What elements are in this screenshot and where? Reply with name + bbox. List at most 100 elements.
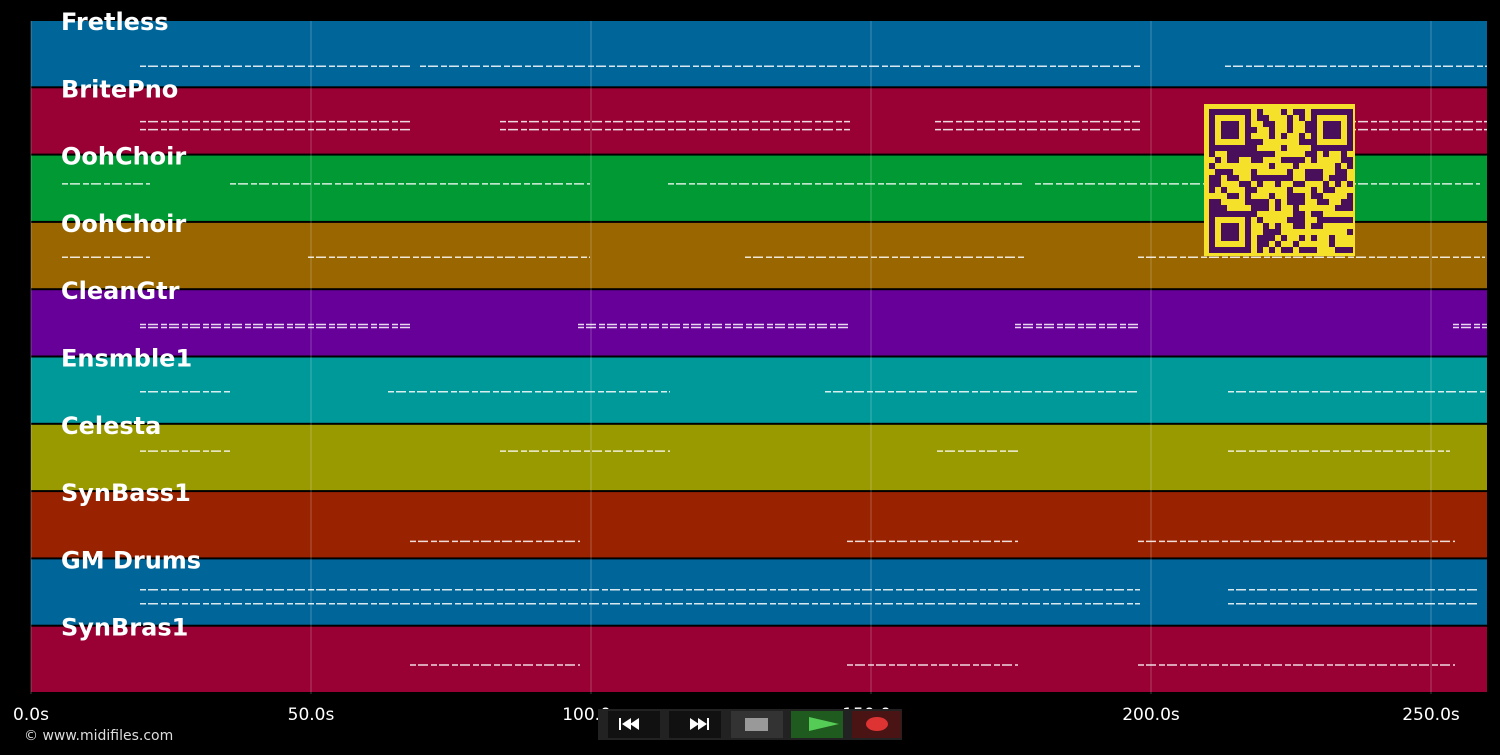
qr-cell: [1251, 205, 1257, 211]
qr-cell: [1299, 115, 1305, 121]
qr-cell: [1305, 247, 1311, 253]
qr-cell: [1329, 175, 1335, 181]
qr-cell: [1263, 175, 1269, 181]
qr-cell: [1245, 121, 1251, 127]
qr-cell: [1311, 247, 1317, 253]
qr-cell: [1293, 109, 1299, 115]
qr-cell: [1311, 187, 1317, 193]
qr-cell: [1233, 145, 1239, 151]
qr-cell: [1257, 199, 1263, 205]
qr-cell: [1305, 127, 1311, 133]
track-lane: [31, 492, 1487, 558]
track-name: OohChoir: [61, 143, 186, 171]
qr-cell: [1311, 193, 1317, 199]
qr-cell: [1215, 211, 1221, 217]
qr-cell: [1323, 181, 1329, 187]
qr-cell: [1275, 181, 1281, 187]
qr-cell: [1317, 217, 1323, 223]
qr-cell: [1221, 187, 1227, 193]
qr-cell: [1215, 181, 1221, 187]
qr-cell: [1329, 241, 1335, 247]
play-button[interactable]: [791, 711, 843, 738]
qr-cell: [1263, 121, 1269, 127]
rewind-button[interactable]: [608, 711, 660, 738]
track-name: SynBras1: [61, 614, 188, 642]
stop-button[interactable]: [731, 711, 783, 738]
qr-cell: [1347, 247, 1353, 253]
qr-cell: [1317, 109, 1323, 115]
qr-cell: [1323, 133, 1329, 139]
qr-cell: [1299, 211, 1305, 217]
time-tick-label: 0.0s: [13, 705, 49, 725]
qr-cell: [1341, 175, 1347, 181]
qr-cell: [1275, 241, 1281, 247]
qr-cell: [1221, 223, 1227, 229]
qr-cell: [1227, 235, 1233, 241]
qr-cell: [1287, 127, 1293, 133]
qr-cell: [1299, 223, 1305, 229]
qr-cell: [1323, 217, 1329, 223]
qr-cell: [1311, 121, 1317, 127]
qr-cell: [1293, 211, 1299, 217]
qr-cell: [1311, 169, 1317, 175]
forward-button[interactable]: [669, 711, 721, 738]
record-button[interactable]: [852, 711, 901, 738]
qr-cell: [1257, 205, 1263, 211]
time-tick-label: 200.0s: [1122, 705, 1180, 725]
qr-cell: [1269, 229, 1275, 235]
qr-cell: [1311, 211, 1317, 217]
qr-cell: [1335, 163, 1341, 169]
qr-cell: [1317, 211, 1323, 217]
qr-cell: [1347, 205, 1353, 211]
qr-code: [1204, 104, 1355, 256]
qr-cell: [1317, 193, 1323, 199]
qr-cell: [1221, 127, 1227, 133]
qr-cell: [1329, 121, 1335, 127]
qr-cell: [1293, 217, 1299, 223]
qr-cell: [1335, 109, 1341, 115]
qr-cell: [1341, 151, 1347, 157]
qr-cell: [1209, 127, 1215, 133]
qr-cell: [1347, 217, 1353, 223]
qr-cell: [1311, 157, 1317, 163]
qr-cell: [1269, 133, 1275, 139]
qr-cell: [1269, 235, 1275, 241]
qr-cell: [1245, 145, 1251, 151]
qr-cell: [1239, 247, 1245, 253]
qr-cell: [1209, 241, 1215, 247]
track-lane: [31, 21, 1487, 87]
qr-cell: [1221, 109, 1227, 115]
qr-cell: [1293, 163, 1299, 169]
qr-cell: [1227, 157, 1233, 163]
qr-cell: [1209, 115, 1215, 121]
qr-cell: [1329, 133, 1335, 139]
track-name: OohChoir: [61, 210, 186, 238]
qr-cell: [1275, 175, 1281, 181]
qr-cell: [1287, 121, 1293, 127]
qr-cell: [1287, 187, 1293, 193]
qr-cell: [1275, 199, 1281, 205]
qr-cell: [1311, 115, 1317, 121]
qr-cell: [1347, 127, 1353, 133]
qr-cell: [1209, 199, 1215, 205]
track-lane: [31, 424, 1487, 491]
qr-cell: [1227, 169, 1233, 175]
qr-cell: [1335, 127, 1341, 133]
qr-cell: [1215, 109, 1221, 115]
qr-cell: [1347, 145, 1353, 151]
qr-cell: [1329, 127, 1335, 133]
qr-cell: [1245, 211, 1251, 217]
qr-cell: [1227, 151, 1233, 157]
qr-cell: [1335, 217, 1341, 223]
qr-cell: [1221, 169, 1227, 175]
qr-cell: [1311, 175, 1317, 181]
track-name: BritePno: [61, 75, 178, 103]
qr-cell: [1329, 145, 1335, 151]
qr-cell: [1293, 241, 1299, 247]
qr-cell: [1299, 217, 1305, 223]
qr-cell: [1299, 109, 1305, 115]
qr-cell: [1227, 193, 1233, 199]
qr-cell: [1209, 229, 1215, 235]
qr-cell: [1245, 187, 1251, 193]
qr-cell: [1311, 235, 1317, 241]
